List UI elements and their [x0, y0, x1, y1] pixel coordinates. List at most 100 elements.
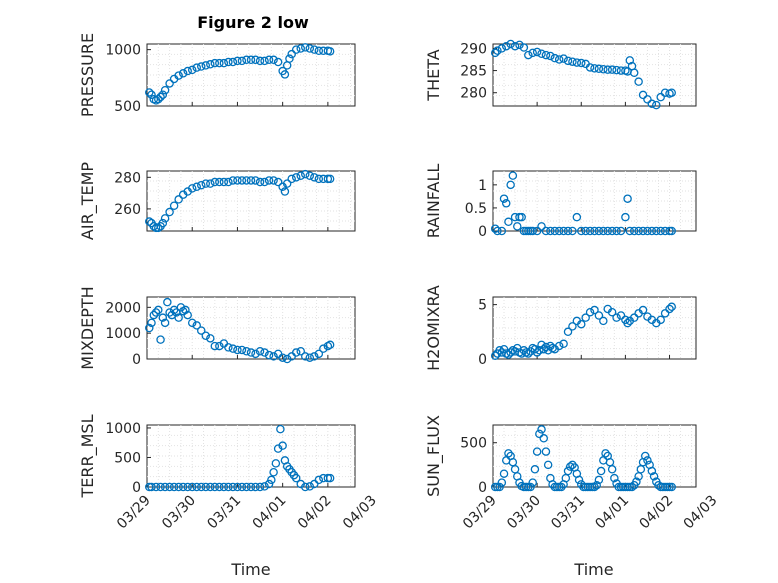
x-axis-label-right: Time: [573, 560, 613, 579]
data-point: [532, 348, 542, 357]
data-point: [501, 199, 511, 208]
data-point: [280, 187, 290, 196]
data-point: [206, 334, 215, 343]
data-point: [251, 349, 260, 359]
data-point: [574, 475, 584, 485]
data-point: [323, 174, 333, 184]
data-point: [667, 302, 676, 312]
data-point: [228, 482, 238, 492]
y-axis-label: MIXDEPTH: [78, 286, 97, 369]
data-point: [510, 41, 520, 51]
data-point: [197, 326, 206, 335]
data-point: [269, 352, 278, 361]
data-point: [187, 482, 197, 492]
data-point: [528, 478, 537, 487]
data-point: [273, 57, 283, 67]
data-point: [634, 77, 643, 86]
data-point: [251, 482, 260, 492]
data-point: [532, 47, 542, 57]
data-point: [603, 65, 612, 74]
data-point: [151, 223, 161, 233]
data-point: [535, 429, 544, 439]
data-point: [656, 226, 665, 236]
data-point: [563, 56, 573, 66]
data-point: [660, 309, 670, 318]
data-point: [210, 58, 220, 68]
data-point: [285, 54, 294, 63]
data-point: [325, 340, 335, 350]
data-point: [251, 176, 260, 185]
data-point: [264, 479, 274, 489]
data-point: [590, 226, 599, 236]
x-tick-label: 03/31: [548, 493, 588, 533]
data-point: [599, 316, 608, 326]
data-point: [596, 466, 606, 476]
data-point: [282, 179, 292, 188]
data-point: [242, 346, 251, 356]
data-point: [246, 176, 256, 185]
data-point: [228, 176, 238, 185]
data-point: [197, 62, 206, 71]
data-point: [563, 466, 573, 476]
data-point: [219, 177, 229, 187]
data-point: [325, 473, 335, 483]
data-point: [264, 176, 274, 185]
data-point: [621, 212, 630, 222]
data-point: [599, 64, 608, 74]
y-tick-label: 285: [460, 64, 487, 80]
data-point: [314, 174, 324, 184]
data-point: [504, 350, 513, 359]
data-point: [301, 482, 310, 492]
data-point: [572, 212, 582, 222]
data-point: [623, 194, 632, 203]
data-point: [610, 473, 619, 483]
x-tick-label: 03/31: [204, 493, 244, 533]
data-point: [296, 171, 305, 180]
data-point: [607, 465, 617, 474]
data-point: [255, 56, 265, 66]
data-point: [210, 341, 220, 351]
data-point: [145, 88, 154, 97]
data-point: [310, 45, 319, 54]
data-point: [554, 226, 564, 236]
data-point: [183, 482, 192, 492]
data-point: [160, 214, 170, 223]
data-point: [667, 482, 676, 492]
data-point: [612, 313, 621, 322]
data-point: [174, 195, 183, 204]
data-point: [264, 350, 274, 360]
y-tick-label: 2000: [105, 300, 141, 316]
y-axis-label: AIR_TEMP: [78, 162, 98, 240]
y-tick-label: 290: [460, 41, 487, 57]
data-point: [532, 226, 542, 236]
data-point: [638, 90, 648, 100]
data-point: [206, 60, 215, 69]
data-point: [149, 310, 159, 320]
data-point: [174, 71, 183, 80]
data-point: [541, 226, 551, 236]
data-point: [594, 475, 604, 485]
data-point: [156, 482, 165, 492]
data-point: [625, 226, 635, 236]
x-tick-label: 03/29: [114, 493, 154, 533]
data-point: [535, 346, 544, 355]
y-tick-label: 0.5: [465, 201, 487, 217]
data-point: [652, 100, 661, 110]
data-point: [565, 462, 575, 471]
data-point: [201, 179, 211, 188]
data-point: [528, 226, 537, 236]
data-point: [585, 307, 595, 317]
x-tick-label: 04/02: [636, 493, 676, 533]
data-point: [539, 344, 549, 354]
y-tick-label: 260: [114, 202, 141, 218]
data-point: [643, 95, 652, 104]
figure-title: Figure 2 low: [197, 13, 309, 32]
x-tick-label: 04/01: [250, 493, 290, 533]
x-tick-label: 03/30: [504, 493, 544, 533]
data-point: [178, 69, 188, 78]
data-point: [550, 53, 560, 63]
subplot-3: 260 280 AIR_TEMP: [78, 162, 356, 240]
data-point: [323, 473, 333, 483]
data-point: [174, 313, 183, 322]
data-point: [169, 482, 179, 492]
